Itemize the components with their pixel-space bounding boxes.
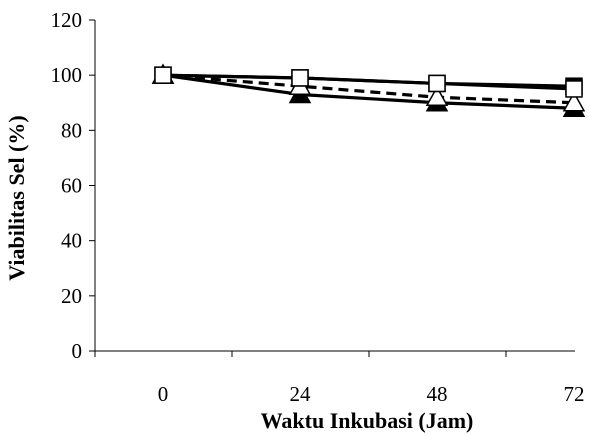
data-point-open-triangle xyxy=(562,91,586,112)
y-tick-label: 80 xyxy=(61,118,82,142)
data-point-open-square xyxy=(428,74,446,93)
series-line-open-square xyxy=(162,73,575,91)
y-tick-label: 100 xyxy=(51,63,83,87)
series-line-open-triangle xyxy=(162,73,575,105)
y-axis: 0 20 40 60 80 100 120 xyxy=(51,8,96,363)
series-layer xyxy=(151,63,586,118)
y-tick-label: 20 xyxy=(61,284,82,308)
series-line-filled-triangle xyxy=(162,73,575,110)
x-axis-title: Waktu Inkubasi (Jam) xyxy=(261,408,474,433)
y-axis-title: Viabilitas Sel (%) xyxy=(4,115,29,280)
x-tick-label: 72 xyxy=(564,382,585,406)
y-tick-label: 40 xyxy=(61,229,82,253)
data-point-open-triangle xyxy=(425,85,449,106)
x-tick-label: 48 xyxy=(427,382,448,406)
data-point-open-square xyxy=(154,66,172,84)
y-tick-label: 120 xyxy=(51,8,83,32)
x-axis: 0 24 48 72 xyxy=(94,350,585,406)
data-point-open-square xyxy=(291,69,309,87)
data-point-open-square xyxy=(565,80,583,98)
x-tick-label: 0 xyxy=(158,382,169,406)
x-tick-label: 24 xyxy=(290,382,312,406)
y-tick-label: 60 xyxy=(61,174,82,198)
y-tick-label: 0 xyxy=(72,339,83,363)
